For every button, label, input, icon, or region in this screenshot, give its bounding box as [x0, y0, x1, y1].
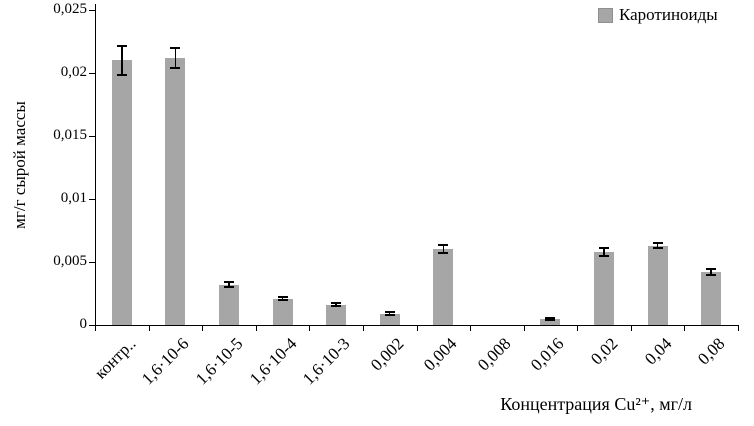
bar [701, 272, 722, 325]
y-axis-line [95, 4, 96, 326]
error-bar [545, 317, 556, 322]
x-axis-label: Концентрация Cu²⁺, мг/л [500, 394, 692, 414]
legend: Каротиноиды [598, 5, 718, 25]
y-tick-label: 0,015 [53, 127, 87, 143]
y-tick-label: 0,01 [60, 190, 87, 206]
y-tick-mark [89, 262, 95, 263]
bar [379, 313, 400, 325]
error-bar [652, 241, 663, 250]
y-axis-label: мг/г сырой массы [10, 101, 29, 229]
x-tick-mark [523, 325, 525, 331]
y-tick-label: 0,005 [53, 253, 87, 269]
error-bar [223, 280, 234, 289]
x-tick-mark [309, 325, 311, 331]
y-tick-label: 0,02 [60, 64, 87, 80]
y-tick-mark [89, 199, 95, 200]
bar [433, 249, 454, 325]
bar [218, 284, 239, 325]
x-tick-mark [470, 325, 472, 331]
error-bar [277, 296, 288, 302]
y-tick-mark [89, 10, 95, 11]
y-tick-label: 0 [79, 316, 88, 332]
y-tick-mark [89, 136, 95, 137]
error-bar [170, 46, 181, 70]
error-bar [438, 244, 449, 255]
bar [594, 251, 615, 325]
bar [165, 57, 186, 325]
bar [111, 60, 132, 325]
x-tick-mark [738, 325, 739, 331]
error-bar [331, 302, 342, 308]
x-tick-mark [255, 325, 257, 331]
bar [540, 318, 561, 325]
x-tick-mark [95, 325, 96, 331]
x-tick-mark [577, 325, 579, 331]
y-tick-mark [89, 325, 95, 326]
bar [326, 304, 347, 325]
error-bar [599, 246, 610, 257]
error-bar [116, 45, 127, 76]
x-tick-mark [202, 325, 204, 331]
x-tick-mark [148, 325, 150, 331]
legend-label: Каротиноиды [619, 5, 718, 24]
y-tick-label: 0,025 [53, 1, 87, 17]
x-tick-mark [630, 325, 632, 331]
legend-swatch [598, 7, 613, 23]
bar [647, 245, 668, 325]
bar [272, 298, 293, 325]
error-bar [706, 268, 717, 276]
x-tick-mark [362, 325, 364, 331]
x-tick-mark [416, 325, 418, 331]
x-tick-mark [684, 325, 686, 331]
y-tick-mark [89, 73, 95, 74]
error-bar [384, 311, 395, 317]
